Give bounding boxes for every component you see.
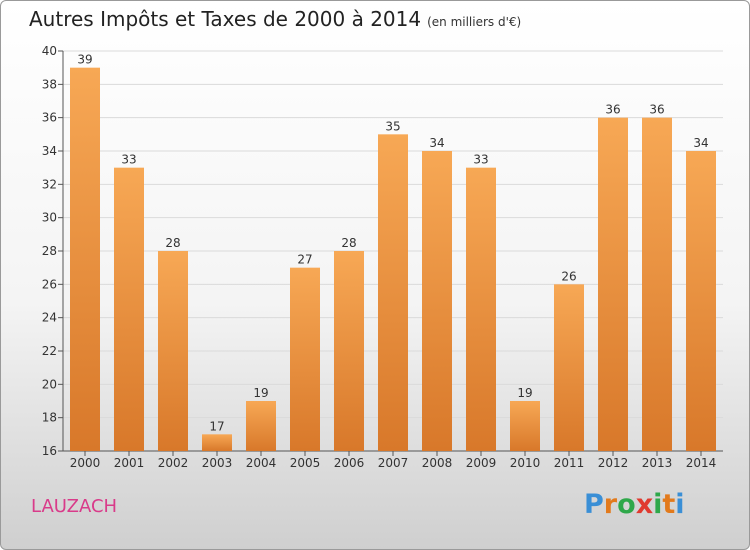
x-tick-label: 2008: [422, 456, 453, 470]
x-tick-label: 2002: [158, 456, 189, 470]
bar-value-label: 19: [253, 386, 268, 400]
bar-value-label: 17: [209, 419, 224, 433]
y-tick-label: 36: [42, 111, 57, 125]
x-tick-label: 2012: [598, 456, 629, 470]
bar-value-label: 34: [693, 136, 708, 150]
chart-unit: (en milliers d'€): [427, 15, 522, 29]
y-tick-label: 24: [42, 311, 57, 325]
bar: [598, 117, 628, 452]
bar-value-label: 28: [165, 236, 180, 250]
bar: [510, 401, 540, 451]
y-tick-label: 28: [42, 244, 57, 258]
x-tick-label: 2007: [378, 456, 409, 470]
y-tick-label: 16: [42, 444, 57, 458]
x-tick-label: 2003: [202, 456, 233, 470]
y-tick-label: 22: [42, 344, 57, 358]
y-tick-label: 18: [42, 411, 57, 425]
bar-value-label: 34: [429, 136, 444, 150]
bar: [158, 251, 188, 451]
bar: [202, 434, 232, 451]
y-tick-label: 38: [42, 77, 57, 91]
x-tick-label: 2005: [290, 456, 321, 470]
logo-letter: o: [617, 489, 636, 520]
x-tick-label: 2011: [554, 456, 585, 470]
bar-value-label: 19: [517, 386, 532, 400]
bar: [70, 67, 100, 452]
bar-value-label: 36: [605, 103, 620, 117]
y-tick-label: 20: [42, 377, 57, 391]
bar-value-label: 26: [561, 269, 576, 283]
bar: [290, 267, 320, 451]
bar: [422, 151, 452, 451]
chart-title-text: Autres Impôts et Taxes de 2000 à 2014: [29, 7, 422, 31]
bar-value-label: 33: [121, 153, 136, 167]
y-tick-label: 34: [42, 144, 57, 158]
x-tick-label: 2004: [246, 456, 277, 470]
x-tick-label: 2006: [334, 456, 365, 470]
y-tick-label: 30: [42, 211, 57, 225]
y-tick-label: 40: [42, 44, 57, 58]
logo-letter: r: [603, 489, 618, 520]
x-tick-label: 2000: [70, 456, 101, 470]
bar-value-label: 35: [385, 119, 400, 133]
logo-letter: P: [584, 489, 604, 520]
bar-value-label: 28: [341, 236, 356, 250]
bar: [114, 167, 144, 451]
bar: [686, 151, 716, 451]
bar: [642, 117, 672, 452]
x-tick-label: 2009: [466, 456, 497, 470]
bar-value-label: 27: [297, 253, 312, 267]
y-tick-label: 26: [42, 277, 57, 291]
x-tick-label: 2001: [114, 456, 145, 470]
place-name: LAUZACH: [31, 496, 118, 517]
logo-letter: x: [635, 489, 654, 520]
y-tick-label: 32: [42, 177, 57, 191]
bar: [378, 134, 408, 452]
bar: [246, 401, 276, 451]
proxiti-logo[interactable]: Proxiti: [584, 489, 685, 520]
logo-letter: i: [675, 489, 685, 520]
logo-letter: i: [653, 489, 663, 520]
bar: [466, 167, 496, 451]
bar-value-label: 33: [473, 153, 488, 167]
x-tick-label: 2014: [686, 456, 717, 470]
bar-value-label: 36: [649, 103, 664, 117]
bar: [334, 251, 364, 451]
x-tick-label: 2010: [510, 456, 541, 470]
bar: [554, 284, 584, 451]
x-tick-label: 2013: [642, 456, 673, 470]
logo-letter: t: [662, 489, 676, 520]
bar-value-label: 39: [77, 53, 92, 67]
chart-title: Autres Impôts et Taxes de 2000 à 2014 (en…: [29, 7, 521, 31]
